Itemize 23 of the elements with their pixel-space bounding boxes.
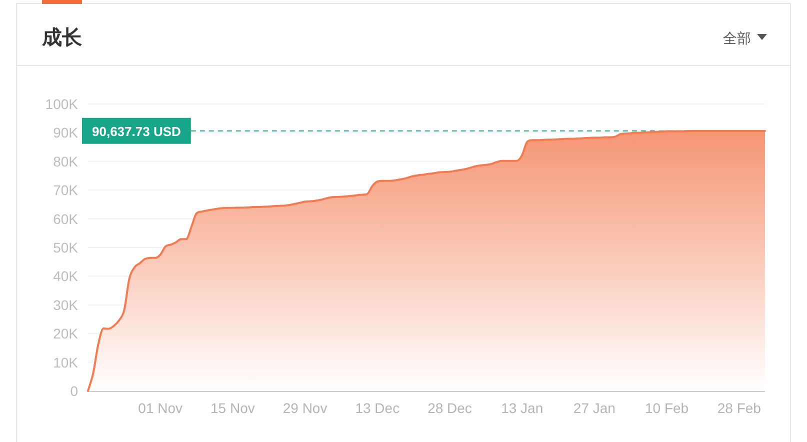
y-tick-label: 0	[70, 383, 78, 399]
x-tick-label: 13 Jan	[501, 400, 544, 416]
y-tick-label: 50K	[53, 240, 79, 256]
x-tick-label: 29 Nov	[282, 400, 328, 416]
y-tick-label: 90K	[53, 124, 79, 141]
y-tick-label: 30K	[53, 296, 79, 313]
x-tick-label: 01 Nov	[138, 400, 183, 416]
y-tick-label: 100K	[45, 96, 79, 112]
ref-line-label: 90,637.73 USD	[92, 124, 181, 139]
y-tick-label: 60K	[53, 210, 79, 227]
x-tick-label: 15 Nov	[210, 400, 255, 416]
y-tick-label: 10K	[53, 354, 79, 370]
x-tick-label: 27 Jan	[573, 400, 616, 416]
text: 全部	[723, 30, 751, 46]
x-tick-label: 10 Feb	[645, 400, 689, 416]
chart-title: 成长	[41, 27, 83, 49]
y-tick-label: 20K	[53, 326, 79, 342]
y-tick-label: 70K	[53, 182, 79, 198]
x-tick-label: 28 Dec	[428, 400, 472, 416]
x-tick-label: 13 Dec	[355, 400, 400, 416]
y-tick-label: 40K	[53, 268, 79, 284]
y-tick-label: 80K	[53, 153, 79, 170]
x-tick-label: 28 Feb	[717, 400, 762, 416]
